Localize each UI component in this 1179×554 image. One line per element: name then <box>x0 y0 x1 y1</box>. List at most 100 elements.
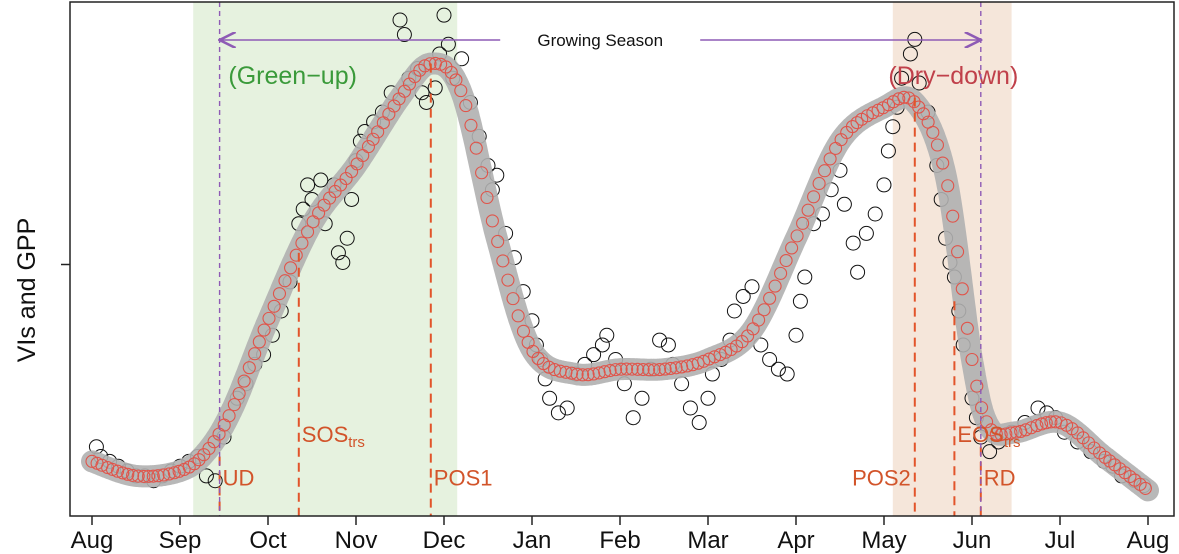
fitted-point <box>708 350 722 364</box>
fitted-point <box>1044 415 1058 429</box>
fitted-point <box>697 354 711 368</box>
fitted-point <box>965 352 979 367</box>
fitted-point <box>999 427 1013 441</box>
fitted-point <box>647 363 661 377</box>
observation-point <box>779 366 795 382</box>
fitted-point <box>598 365 612 379</box>
fitted-point <box>1118 466 1132 480</box>
fitted-point <box>366 132 380 146</box>
growing-season-label: Growing Season <box>537 31 663 50</box>
fitted-point <box>576 368 590 382</box>
fitted-point <box>1004 426 1018 440</box>
observation-point <box>330 245 346 261</box>
fitted-point <box>620 362 634 376</box>
fitted-point <box>1009 425 1023 439</box>
observation-point <box>735 288 751 304</box>
fitted-point <box>207 435 221 449</box>
observation-point <box>858 225 874 241</box>
fitted-point <box>501 273 515 287</box>
fitted-point <box>485 214 499 228</box>
fitted-point <box>845 120 860 134</box>
observation-point <box>845 235 861 251</box>
fitted-point <box>763 291 777 305</box>
growing-season-annotation: Growing Season <box>220 2 981 516</box>
observation-point <box>542 390 558 406</box>
observation-point <box>836 196 852 212</box>
x-tick-label: Nov <box>335 527 378 554</box>
x-tick-label: Jan <box>513 527 552 554</box>
observation-point <box>207 473 223 489</box>
observation-point <box>674 376 690 392</box>
fitted-point <box>975 401 989 415</box>
fitted-point <box>812 176 826 191</box>
fitted-point <box>397 84 412 98</box>
observation-point <box>440 36 456 52</box>
fitted-point <box>289 248 303 262</box>
observation-point <box>652 332 668 348</box>
observation-point <box>427 80 443 96</box>
fitted-point <box>912 100 926 114</box>
observation-point <box>550 405 566 421</box>
observation-point <box>911 75 927 91</box>
fitted-point <box>187 457 201 471</box>
fitted-point <box>946 209 960 223</box>
fitted-point <box>570 367 584 381</box>
fitted-point <box>994 428 1008 442</box>
fitted-point <box>444 65 458 79</box>
fitted-point <box>464 118 478 132</box>
observation-point <box>660 337 676 353</box>
observation-point <box>880 143 896 159</box>
fitted-point <box>202 441 216 456</box>
observation-point <box>586 347 602 363</box>
observation-point <box>982 444 998 460</box>
fitted-point <box>989 427 1003 441</box>
observation-point <box>788 327 804 343</box>
fitted-point <box>774 266 788 280</box>
green-up-label: (Green−up) <box>228 62 357 90</box>
fitted-point <box>581 368 595 382</box>
observation-point <box>762 352 778 367</box>
fitted-point <box>413 63 427 77</box>
fitted-point <box>257 323 271 337</box>
fitted-point <box>603 363 617 378</box>
observation-point <box>559 400 575 416</box>
fitted-point <box>916 107 930 121</box>
observation-point <box>436 7 452 23</box>
observation-point <box>344 191 360 207</box>
fitted-point <box>284 261 298 275</box>
fitted-point <box>653 363 667 377</box>
fitted-point <box>936 156 950 170</box>
fitted-point <box>850 116 864 130</box>
fitted-point <box>162 467 176 481</box>
x-tick-label: Feb <box>599 527 640 554</box>
fitted-point <box>278 274 292 288</box>
fitted-point <box>790 229 804 243</box>
fitted-point <box>131 469 145 483</box>
observation-point <box>850 264 866 280</box>
fitted-point <box>506 292 520 306</box>
fitted-point <box>248 347 262 361</box>
observation-point <box>198 468 214 484</box>
fitted-point <box>636 362 650 377</box>
fitted-point <box>1098 450 1112 464</box>
observation-point <box>634 390 650 406</box>
fitted-point <box>752 313 766 327</box>
fitted-point <box>702 352 716 366</box>
fitted-point <box>664 361 678 376</box>
fitted-point <box>252 335 266 349</box>
fitted-point <box>669 361 683 375</box>
observation-point <box>797 269 813 285</box>
fitted-point <box>1054 416 1068 430</box>
fitted-point <box>1019 423 1033 437</box>
fitted-point <box>267 299 281 313</box>
observation-point <box>454 51 470 67</box>
fitted-point <box>157 468 171 482</box>
observation-point <box>682 400 698 416</box>
fitted-point <box>801 203 815 217</box>
fitted-point <box>955 282 969 296</box>
fitted-point <box>167 466 181 480</box>
observation-point <box>335 255 351 270</box>
x-tick-label: Jul <box>1045 527 1076 554</box>
